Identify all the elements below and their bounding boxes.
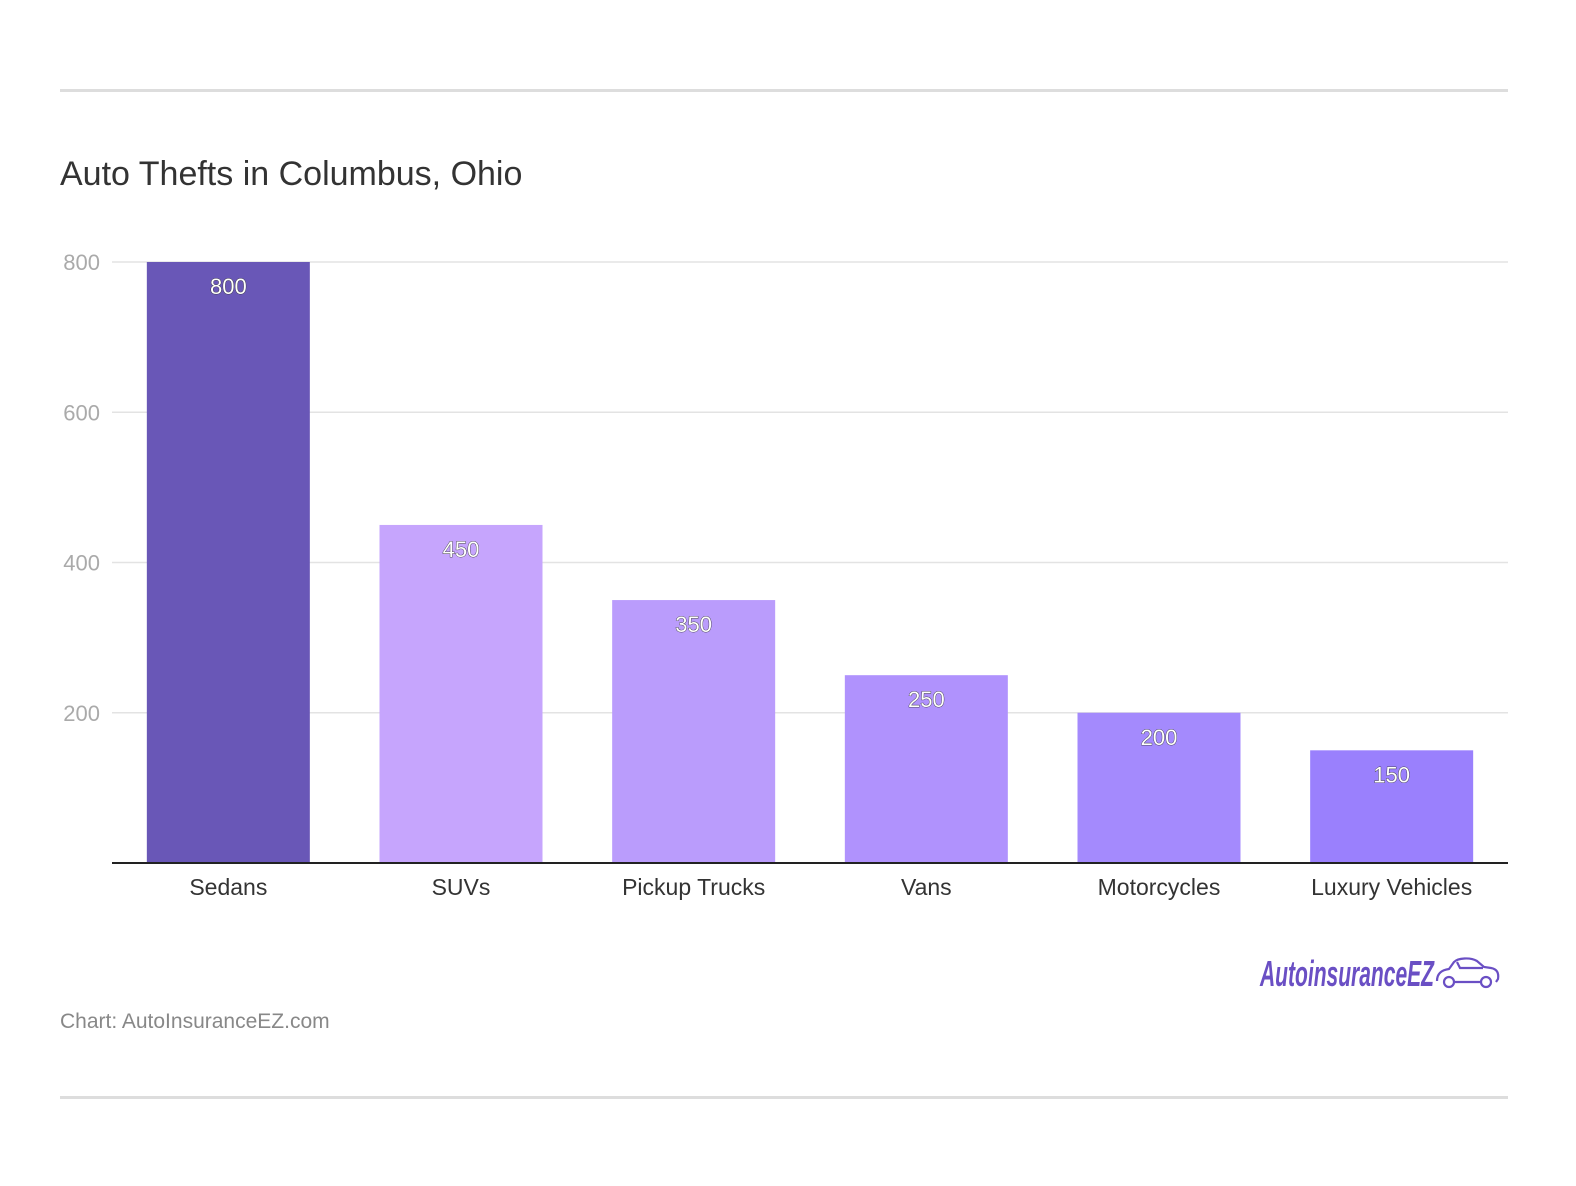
bar [146,262,310,863]
data-label: 800 [210,274,247,299]
data-label: 150 [1373,762,1410,787]
chart-source: Chart: AutoInsuranceEZ.com [60,1010,330,1033]
autoinsuranceez-logo: AutoinsuranceEZ [1259,953,1500,994]
bar [1310,750,1474,863]
top-divider [60,89,1508,92]
x-tick-label: Luxury Vehicles [1311,874,1472,900]
y-tick-label: 800 [63,250,100,275]
y-tick-label: 200 [63,701,100,726]
bar [379,524,543,863]
y-tick-label: 600 [63,400,100,425]
logo-wordmark: AutoinsuranceEZ [1259,953,1435,994]
x-tick-label: Sedans [189,874,267,900]
data-label: 250 [908,687,945,712]
bar [1077,712,1241,863]
x-tick-label: SUVs [432,874,491,900]
data-label: 350 [675,612,712,637]
data-label: 450 [443,537,480,562]
x-tick-label: Motorcycles [1098,874,1221,900]
bar [844,675,1008,863]
x-tick-label: Pickup Trucks [622,874,765,900]
data-label: 200 [1141,725,1178,750]
bar-chart: 200 400 600 800 800 Sedans 450 SUVs 350 Pickup Tr… [63,250,1508,900]
bottom-divider [60,1096,1508,1099]
chart-title: Auto Thefts in Columbus, Ohio [60,155,523,193]
bar [612,600,776,863]
y-tick-label: 400 [63,551,100,576]
car-icon [1435,957,1500,989]
x-tick-label: Vans [901,874,952,900]
